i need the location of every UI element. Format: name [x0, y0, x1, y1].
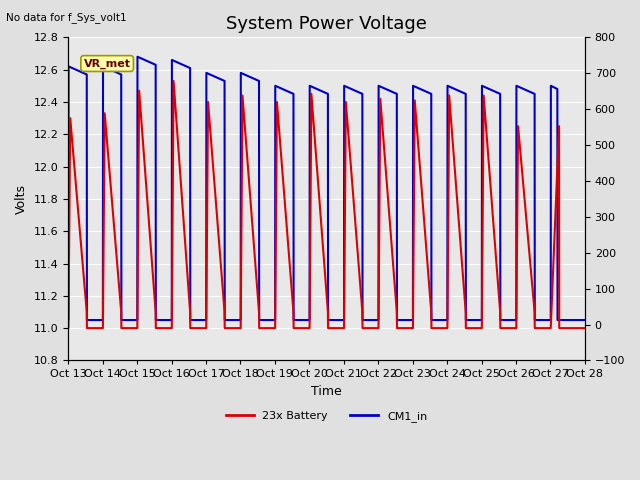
Legend: 23x Battery, CM1_in: 23x Battery, CM1_in: [221, 406, 432, 426]
Title: System Power Voltage: System Power Voltage: [226, 15, 427, 33]
X-axis label: Time: Time: [311, 385, 342, 398]
Text: No data for f_Sys_volt1: No data for f_Sys_volt1: [6, 12, 127, 23]
Text: VR_met: VR_met: [84, 59, 131, 69]
Y-axis label: Volts: Volts: [15, 184, 28, 214]
